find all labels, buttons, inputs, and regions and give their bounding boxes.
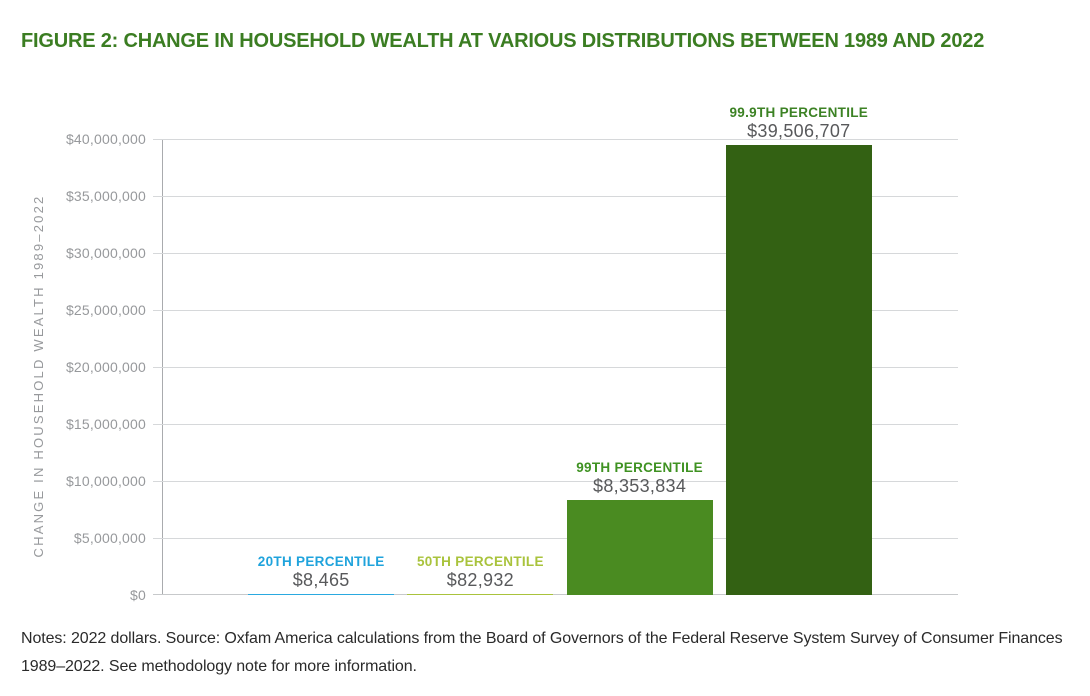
bar-99th-percentile <box>566 499 713 595</box>
y-axis-tick-label: $15,000,000 <box>65 416 146 432</box>
figure-title: FIGURE 2: CHANGE IN HOUSEHOLD WEALTH AT … <box>21 30 985 52</box>
y-axis-tick-label: $35,000,000 <box>65 188 146 204</box>
bar-50th-percentile <box>407 593 554 595</box>
y-axis-tick-label: $5,000,000 <box>73 530 146 546</box>
gridline <box>153 424 958 425</box>
gridline <box>153 481 958 482</box>
bar-category-label: 99TH PERCENTILE <box>576 459 703 475</box>
y-axis-tick-label: $30,000,000 <box>65 245 146 261</box>
bar-20th-percentile <box>248 593 395 595</box>
y-axis-tick-label: $10,000,000 <box>65 473 146 489</box>
gridline <box>153 538 958 539</box>
y-axis-tick-label: $25,000,000 <box>65 302 146 318</box>
bar-annotation-99th-percentile: 99TH PERCENTILE $8,353,834 <box>520 460 760 497</box>
bar-value-label: $82,932 <box>446 569 514 590</box>
plot-area: 20TH PERCENTILE $8,465 50TH PERCENTILE $82,… <box>153 105 958 595</box>
bar-value-label: $8,353,834 <box>593 475 687 496</box>
y-axis-tick-label: $20,000,000 <box>65 359 146 375</box>
bar-annotation-20th-percentile: 20TH PERCENTILE $8,465 <box>201 554 441 591</box>
gridline <box>153 139 958 140</box>
bar-value-label: $8,465 <box>292 569 350 590</box>
chart: CHANGE IN HOUSEHOLD WEALTH 1989–2022 20T… <box>0 105 1090 620</box>
chart-notes: Notes: 2022 dollars. Source: Oxfam Ameri… <box>21 630 1063 675</box>
bar-category-label: 99.9TH PERCENTILE <box>729 104 869 120</box>
y-axis-tick-label: $40,000,000 <box>65 131 146 147</box>
gridline <box>153 594 958 595</box>
bar-99-9th-percentile <box>725 144 872 595</box>
gridline <box>153 310 958 311</box>
bar-category-label: 20TH PERCENTILE <box>257 553 385 569</box>
bar-category-label: 50TH PERCENTILE <box>417 553 544 569</box>
bar-value-label: $39,506,707 <box>747 120 851 141</box>
y-axis-title: CHANGE IN HOUSEHOLD WEALTH 1989–2022 <box>31 194 46 558</box>
bar-annotation-50th-percentile: 50TH PERCENTILE $82,932 <box>360 554 600 591</box>
gridline <box>153 253 958 254</box>
bar-annotation-99-9th-percentile: 99.9TH PERCENTILE $39,506,707 <box>679 105 919 142</box>
gridline <box>153 367 958 368</box>
y-axis-tick-label: $0 <box>130 587 146 603</box>
gridline <box>153 196 958 197</box>
